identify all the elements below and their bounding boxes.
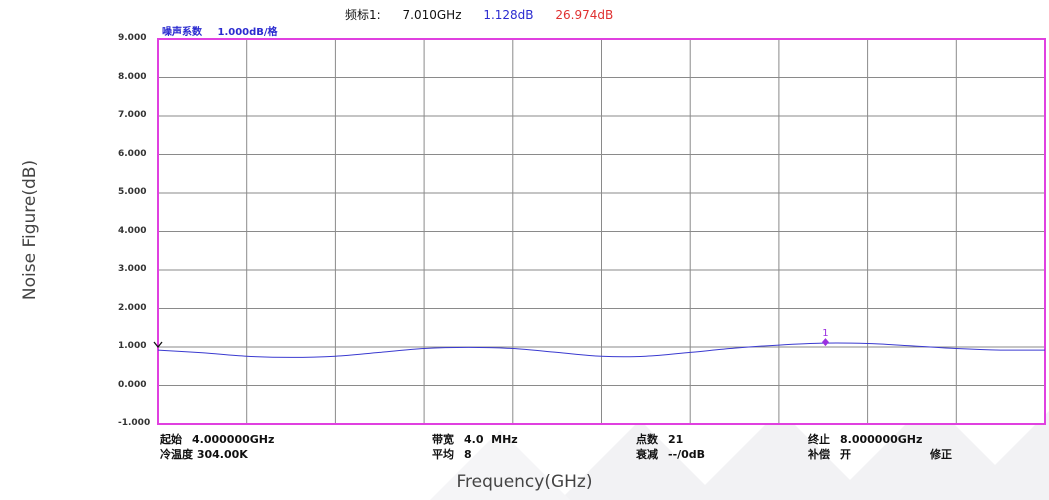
marker-1-diamond bbox=[821, 338, 829, 347]
points-value: 21 bbox=[668, 433, 684, 446]
compensation-value: 开 bbox=[840, 448, 851, 461]
points-key: 点数 bbox=[636, 433, 658, 446]
average-key: 平均 bbox=[432, 448, 454, 461]
reference-level-arrow bbox=[153, 341, 163, 349]
bandwidth-value: 4.0 MHz bbox=[464, 433, 518, 446]
footer-stop: 终止 8.000000GHz bbox=[808, 431, 922, 447]
average-value: 8 bbox=[464, 448, 472, 461]
stop-key: 终止 bbox=[808, 433, 830, 446]
marker-frequency: 7.010GHz bbox=[402, 8, 462, 22]
y-tick-label: 8.000 bbox=[118, 71, 147, 82]
attenuation-key: 衰减 bbox=[636, 448, 658, 461]
cold-temp-key: 冷温度 bbox=[160, 448, 193, 461]
y-tick-label: 6.000 bbox=[118, 148, 147, 159]
footer-cold-temp: 冷温度 304.00K bbox=[160, 446, 248, 462]
trace-name: 噪声系数 bbox=[162, 27, 202, 38]
y-tick-label: 9.000 bbox=[118, 33, 147, 43]
marker-noise-figure: 1.128dB bbox=[483, 8, 534, 22]
bandwidth-key: 带宽 bbox=[432, 433, 454, 446]
attenuation-value: --/0dB bbox=[668, 448, 706, 461]
scale-label: 噪声系数 1.000dB/格 bbox=[162, 23, 290, 38]
scale-per-div: 1.000dB/格 bbox=[217, 27, 278, 38]
footer-average: 平均 8 bbox=[432, 446, 472, 462]
y-tick-label: 3.000 bbox=[118, 264, 147, 274]
plot-frame bbox=[157, 38, 1046, 425]
stop-value: 8.000000GHz bbox=[840, 433, 923, 446]
x-axis-label: Frequency(GHz) bbox=[456, 472, 593, 492]
compensation-key: 补偿 bbox=[808, 448, 830, 461]
noise-figure-trace bbox=[157, 342, 1046, 358]
footer-points: 点数 21 bbox=[636, 431, 683, 447]
y-tick-label: 0.000 bbox=[118, 379, 147, 390]
marker-gain: 26.974dB bbox=[555, 8, 614, 22]
correction-label: 修正 bbox=[930, 448, 952, 461]
marker-readout: 频标1: 7.010GHz 1.128dB 26.974dB bbox=[345, 6, 631, 23]
y-tick-label: 4.000 bbox=[118, 225, 147, 236]
footer-start: 起始 4.000000GHz bbox=[160, 431, 274, 447]
footer-bandwidth: 带宽 4.0 MHz bbox=[432, 431, 518, 447]
marker-1-label: 1 bbox=[822, 328, 828, 339]
marker-label: 频标1: bbox=[345, 8, 381, 22]
footer-compensation: 补偿开 bbox=[808, 446, 851, 462]
y-tick-label: 2.000 bbox=[118, 302, 147, 313]
y-tick-label: 5.000 bbox=[118, 187, 147, 197]
y-tick-label: 7.000 bbox=[118, 110, 147, 120]
start-key: 起始 bbox=[160, 433, 182, 446]
y-tick-label: 1.000 bbox=[118, 341, 147, 351]
start-value: 4.000000GHz bbox=[192, 433, 275, 446]
cold-temp-value: 304.00K bbox=[196, 448, 248, 461]
y-tick-label: -1.000 bbox=[118, 418, 151, 428]
footer-attenuation: 衰减 --/0dB bbox=[636, 446, 705, 462]
